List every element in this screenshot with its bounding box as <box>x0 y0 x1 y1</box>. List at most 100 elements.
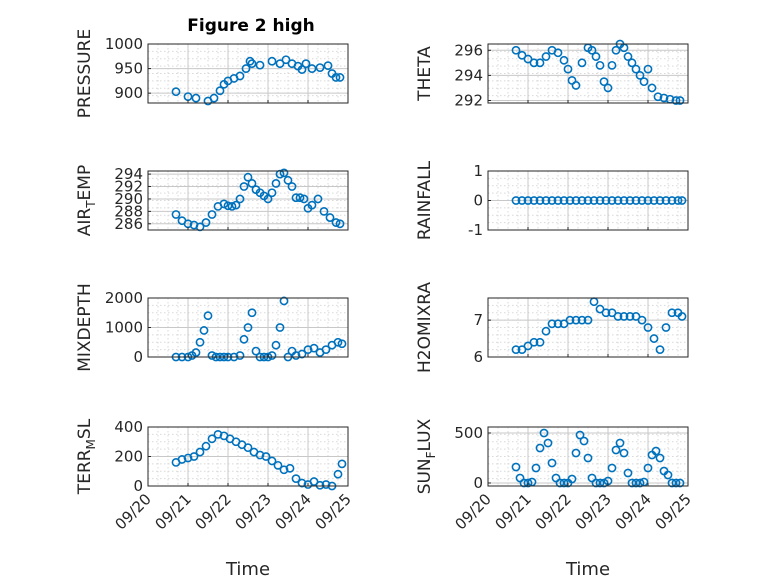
y-tick-label: 290 <box>114 190 143 208</box>
y-tick-label: 400 <box>114 418 143 436</box>
data-point <box>615 438 625 448</box>
data-point <box>675 478 685 488</box>
y-tick-label: 0 <box>473 474 483 492</box>
data-point <box>247 59 257 69</box>
data-point <box>591 52 601 61</box>
x-tick-label: 09/22 <box>192 490 235 533</box>
data-point <box>649 334 659 343</box>
data-point <box>579 436 589 446</box>
data-point <box>517 50 527 60</box>
data-point <box>553 48 563 58</box>
data-point <box>565 315 575 325</box>
data-point <box>255 450 265 460</box>
y-tick-label: 7 <box>473 311 483 329</box>
data-point <box>331 73 341 82</box>
data-point <box>285 463 295 473</box>
data-point <box>281 55 291 65</box>
y-axis-label: SUNFLUX <box>415 418 438 494</box>
data-point <box>271 340 281 350</box>
axes-frame <box>147 170 349 231</box>
data-point <box>607 60 617 70</box>
data-point <box>619 196 629 205</box>
data-point <box>321 480 331 489</box>
data-point <box>631 64 641 74</box>
data-point <box>635 478 645 488</box>
data-point <box>535 58 545 68</box>
data-point <box>575 430 585 440</box>
x-tick-label: 09/25 <box>652 490 695 533</box>
data-point <box>287 182 297 191</box>
y-axis-label: THETA <box>415 46 435 102</box>
data-point <box>541 52 551 61</box>
data-point <box>541 196 551 205</box>
data-point <box>215 86 225 96</box>
data-point <box>333 337 343 347</box>
data-point <box>677 196 687 205</box>
data-point <box>673 196 683 205</box>
data-point <box>261 452 271 461</box>
data-point <box>337 339 347 349</box>
data-point <box>647 83 657 93</box>
data-point <box>209 93 219 103</box>
data-point <box>315 480 325 490</box>
x-tick-label: 09/24 <box>272 490 315 533</box>
y-axis-label: AIRTEMP <box>75 165 98 236</box>
data-point <box>643 196 653 205</box>
data-point <box>267 456 277 466</box>
data-point <box>291 351 301 360</box>
y-tick-label: 1000 <box>105 35 143 53</box>
data-point <box>661 196 671 205</box>
data-point <box>275 59 285 69</box>
data-point <box>263 194 273 204</box>
data-point <box>649 196 659 205</box>
data-point <box>297 349 307 359</box>
data-point <box>511 45 521 55</box>
data-point <box>297 478 307 488</box>
data-point <box>611 45 621 55</box>
data-point <box>189 452 199 461</box>
data-point <box>279 168 289 178</box>
data-point <box>563 64 573 74</box>
data-point <box>587 45 597 55</box>
data-point <box>335 219 345 229</box>
data-point <box>535 337 545 347</box>
subplot-h2omixra: 6 7 H2OMIXRA <box>415 282 689 373</box>
subplot-rainfall: -1 0 1 RAINFALL <box>415 160 689 240</box>
data-point <box>607 196 617 205</box>
data-point <box>191 93 201 103</box>
x-axis-label: Time <box>565 559 610 580</box>
data-point <box>241 64 251 73</box>
data-point <box>571 448 581 458</box>
data-point <box>607 463 617 473</box>
data-point <box>337 459 347 469</box>
data-point <box>239 334 249 344</box>
y-tick-label: 950 <box>114 60 143 78</box>
data-point <box>623 468 633 478</box>
axes-frame <box>147 43 349 104</box>
data-point <box>601 308 611 318</box>
data-point <box>195 447 205 457</box>
data-point <box>243 443 253 453</box>
data-point <box>273 460 283 470</box>
data-point <box>577 58 587 68</box>
y-tick-label: 200 <box>114 448 143 466</box>
data-point <box>671 96 681 105</box>
data-point <box>247 179 257 188</box>
y-tick-label: -1 <box>468 221 483 239</box>
data-point <box>599 77 609 87</box>
data-point <box>295 193 305 203</box>
x-tick-label: 09/20 <box>452 490 495 533</box>
data-point <box>667 308 677 318</box>
x-tick-label: 09/22 <box>532 490 575 533</box>
data-point <box>661 323 671 332</box>
data-point <box>623 52 633 61</box>
data-point <box>235 351 245 360</box>
x-tick-label: 09/21 <box>152 490 195 533</box>
data-point <box>595 478 605 488</box>
data-point <box>625 196 635 205</box>
y-tick-label: 292 <box>114 178 143 196</box>
data-point <box>319 206 329 216</box>
data-point <box>523 478 533 488</box>
